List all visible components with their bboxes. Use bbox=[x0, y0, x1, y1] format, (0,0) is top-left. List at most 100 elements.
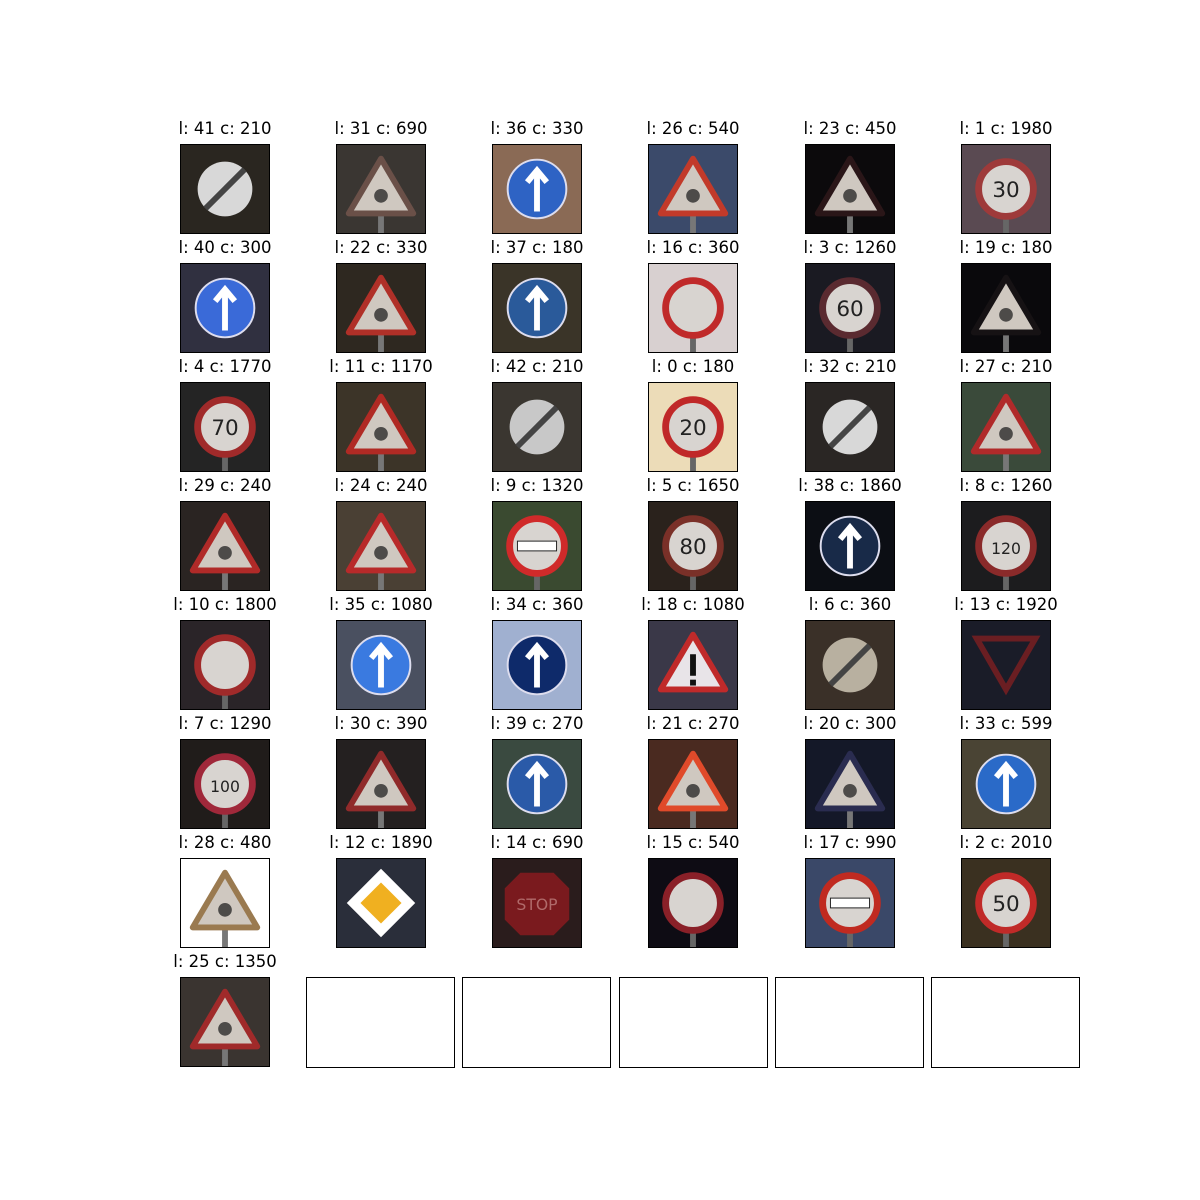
cell-title: l: 15 c: 540 bbox=[646, 833, 740, 852]
sign-thumbnail bbox=[336, 263, 426, 353]
sign-thumbnail bbox=[805, 144, 895, 234]
sign-thumbnail bbox=[805, 382, 895, 472]
sign-thumbnail bbox=[336, 382, 426, 472]
sign-thumbnail bbox=[648, 144, 738, 234]
cell-title: l: 24 c: 240 bbox=[334, 476, 428, 495]
svg-text:70: 70 bbox=[211, 416, 238, 441]
cell-title: l: 23 c: 450 bbox=[803, 119, 897, 138]
cell-title: l: 30 c: 390 bbox=[334, 714, 428, 733]
cell-title: l: 32 c: 210 bbox=[803, 357, 897, 376]
sign-thumbnail: 60 bbox=[805, 263, 895, 353]
svg-text:20: 20 bbox=[679, 416, 706, 441]
sign-thumbnail bbox=[336, 620, 426, 710]
sign-thumbnail bbox=[961, 620, 1051, 710]
sign-thumbnail bbox=[648, 263, 738, 353]
cell-title: l: 35 c: 1080 bbox=[329, 595, 433, 614]
sign-thumbnail bbox=[961, 739, 1051, 829]
sign-thumbnail bbox=[180, 858, 270, 948]
cell-title: l: 42 c: 210 bbox=[490, 357, 584, 376]
cell-title: l: 21 c: 270 bbox=[646, 714, 740, 733]
sign-thumbnail bbox=[336, 858, 426, 948]
sign-thumbnail bbox=[492, 382, 582, 472]
sign-thumbnail bbox=[961, 382, 1051, 472]
cell-title: l: 2 c: 2010 bbox=[959, 833, 1053, 852]
cell-title: l: 13 c: 1920 bbox=[954, 595, 1058, 614]
cell-title: l: 19 c: 180 bbox=[959, 238, 1053, 257]
sign-thumbnail: 20 bbox=[648, 382, 738, 472]
cell-title: l: 12 c: 1890 bbox=[329, 833, 433, 852]
cell-title: l: 3 c: 1260 bbox=[803, 238, 897, 257]
sign-thumbnail bbox=[492, 263, 582, 353]
cell-title: l: 33 c: 599 bbox=[959, 714, 1053, 733]
cell-title: l: 14 c: 690 bbox=[490, 833, 584, 852]
svg-text:30: 30 bbox=[992, 178, 1019, 203]
sign-thumbnail bbox=[805, 620, 895, 710]
cell-title: l: 40 c: 300 bbox=[178, 238, 272, 257]
sign-thumbnail: 100 bbox=[180, 739, 270, 829]
sign-thumbnail bbox=[180, 620, 270, 710]
cell-title: l: 37 c: 180 bbox=[490, 238, 584, 257]
empty-axis bbox=[931, 977, 1080, 1068]
sign-thumbnail bbox=[961, 263, 1051, 353]
sign-thumbnail bbox=[336, 144, 426, 234]
sign-thumbnail bbox=[180, 144, 270, 234]
sign-thumbnail: 50 bbox=[961, 858, 1051, 948]
cell-title: l: 16 c: 360 bbox=[646, 238, 740, 257]
cell-title: l: 26 c: 540 bbox=[646, 119, 740, 138]
cell-title: l: 5 c: 1650 bbox=[646, 476, 740, 495]
svg-text:120: 120 bbox=[991, 539, 1021, 558]
cell-title: l: 11 c: 1170 bbox=[329, 357, 433, 376]
cell-title: l: 1 c: 1980 bbox=[959, 119, 1053, 138]
sign-thumbnail bbox=[648, 739, 738, 829]
cell-title: l: 25 c: 1350 bbox=[173, 952, 277, 971]
sign-thumbnail: 70 bbox=[180, 382, 270, 472]
sign-thumbnail bbox=[648, 620, 738, 710]
svg-text:50: 50 bbox=[992, 892, 1019, 917]
sign-thumbnail: STOP bbox=[492, 858, 582, 948]
cell-title: l: 4 c: 1770 bbox=[178, 357, 272, 376]
sign-thumbnail: 30 bbox=[961, 144, 1051, 234]
cell-title: l: 34 c: 360 bbox=[490, 595, 584, 614]
cell-title: l: 8 c: 1260 bbox=[959, 476, 1053, 495]
cell-title: l: 22 c: 330 bbox=[334, 238, 428, 257]
cell-title: l: 39 c: 270 bbox=[490, 714, 584, 733]
sign-thumbnail: 80 bbox=[648, 501, 738, 591]
cell-title: l: 20 c: 300 bbox=[803, 714, 897, 733]
sign-thumbnail bbox=[648, 858, 738, 948]
sign-thumbnail bbox=[492, 739, 582, 829]
sign-thumbnail bbox=[492, 144, 582, 234]
cell-title: l: 28 c: 480 bbox=[178, 833, 272, 852]
cell-title: l: 0 c: 180 bbox=[651, 357, 735, 376]
sign-thumbnail: 120 bbox=[961, 501, 1051, 591]
sign-thumbnail bbox=[805, 501, 895, 591]
cell-title: l: 17 c: 990 bbox=[803, 833, 897, 852]
cell-title: l: 38 c: 1860 bbox=[798, 476, 902, 495]
cell-title: l: 36 c: 330 bbox=[490, 119, 584, 138]
sign-thumbnail bbox=[180, 501, 270, 591]
cell-title: l: 6 c: 360 bbox=[808, 595, 892, 614]
cell-title: l: 10 c: 1800 bbox=[173, 595, 277, 614]
svg-text:STOP: STOP bbox=[516, 895, 557, 914]
empty-axis bbox=[462, 977, 611, 1068]
cell-title: l: 41 c: 210 bbox=[178, 119, 272, 138]
sign-thumbnail bbox=[492, 501, 582, 591]
empty-axis bbox=[306, 977, 455, 1068]
cell-title: l: 18 c: 1080 bbox=[641, 595, 745, 614]
svg-text:80: 80 bbox=[679, 535, 706, 560]
cell-title: l: 7 c: 1290 bbox=[178, 714, 272, 733]
empty-axis bbox=[619, 977, 768, 1068]
sign-thumbnail bbox=[492, 620, 582, 710]
sign-thumbnail bbox=[336, 739, 426, 829]
empty-axis bbox=[775, 977, 924, 1068]
cell-title: l: 29 c: 240 bbox=[178, 476, 272, 495]
cell-title: l: 9 c: 1320 bbox=[490, 476, 584, 495]
svg-text:100: 100 bbox=[210, 777, 240, 796]
sign-thumbnail bbox=[805, 858, 895, 948]
sign-thumbnail bbox=[805, 739, 895, 829]
cell-title: l: 31 c: 690 bbox=[334, 119, 428, 138]
cell-title: l: 27 c: 210 bbox=[959, 357, 1053, 376]
svg-text:60: 60 bbox=[836, 297, 863, 322]
sign-thumbnail bbox=[180, 977, 270, 1067]
sign-thumbnail bbox=[180, 263, 270, 353]
